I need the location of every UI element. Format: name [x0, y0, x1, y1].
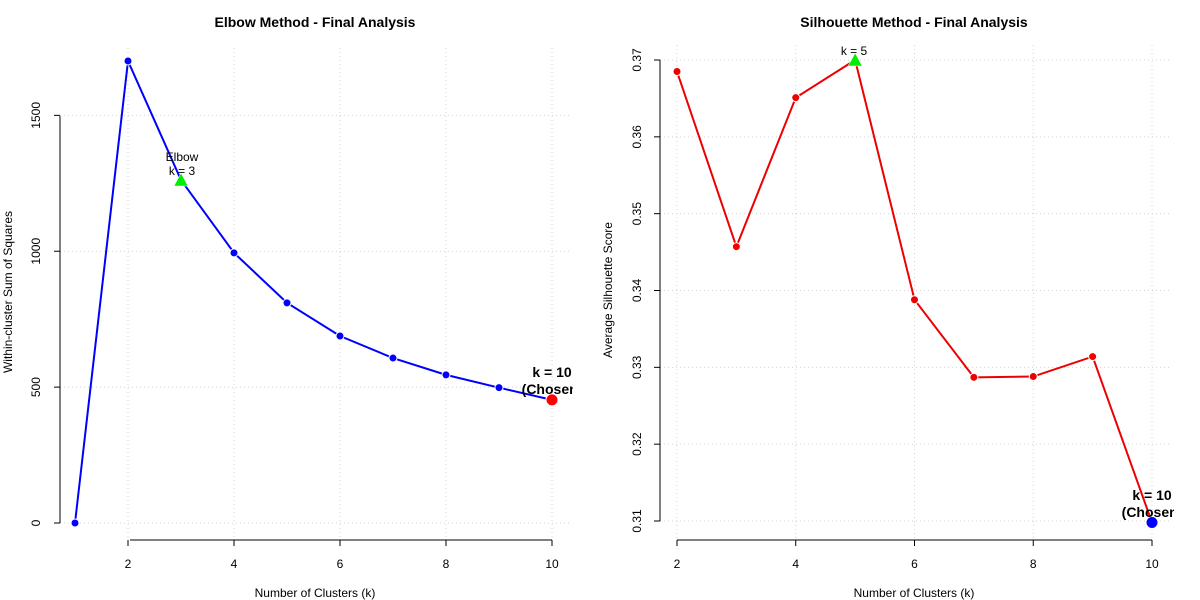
- silhouette-x-label: Number of Clusters (k): [854, 586, 975, 600]
- x-tick-label: 2: [125, 557, 132, 571]
- data-point: [792, 94, 800, 102]
- data-point: [230, 249, 238, 257]
- x-tick-label: 8: [443, 557, 450, 571]
- data-point: [911, 296, 919, 304]
- data-point: [124, 57, 132, 65]
- elbow-x-label: Number of Clusters (k): [255, 586, 376, 600]
- x-tick-label: 6: [337, 557, 344, 571]
- y-tick-label: 1500: [29, 102, 43, 129]
- data-point: [732, 243, 740, 251]
- silhouette-y-ticks: 0.31 0.32 0.33 0.34 0.35 0.36 0.37: [630, 48, 660, 533]
- elbow-chosen-line1: k = 10: [532, 364, 572, 380]
- y-tick-label: 0.34: [630, 278, 644, 302]
- x-tick-label: 4: [231, 557, 238, 571]
- x-tick-label: 10: [1145, 557, 1159, 571]
- elbow-title: Elbow Method - Final Analysis: [215, 14, 416, 30]
- elbow-label-line2: k = 3: [169, 164, 196, 178]
- elbow-label-line1: Elbow: [166, 150, 199, 164]
- y-tick-label: 0: [29, 519, 43, 526]
- y-tick-label: 500: [29, 377, 43, 397]
- series-line: [75, 61, 552, 523]
- x-tick-label: 8: [1030, 557, 1037, 571]
- data-point: [970, 373, 978, 381]
- y-tick-label: 0.36: [630, 125, 644, 149]
- data-point: [71, 519, 79, 527]
- data-point: [442, 371, 450, 379]
- silhouette-chosen-line2: (Chosen): [1122, 504, 1183, 520]
- elbow-y-label: Within-cluster Sum of Squares: [1, 211, 15, 373]
- elbow-grid: [60, 48, 572, 540]
- elbow-x-ticks: 2 4 6 8 10: [125, 540, 559, 571]
- elbow-annotations: Elbow k = 3 k = 10 (Chosen): [166, 150, 583, 397]
- data-point: [389, 354, 397, 362]
- data-point: [336, 332, 344, 340]
- data-point: [495, 384, 503, 392]
- x-tick-label: 10: [545, 557, 559, 571]
- silhouette-x-ticks: 2 4 6 8 10: [674, 540, 1159, 571]
- x-tick-label: 4: [792, 557, 799, 571]
- elbow-series: [71, 57, 558, 527]
- elbow-chosen-line2: (Chosen): [522, 381, 583, 397]
- silhouette-panel: Silhouette Method - Final Analysis 2 4 6 8 1…: [601, 14, 1182, 600]
- y-tick-label: 0.32: [630, 432, 644, 456]
- elbow-y-ticks: 0 500 1000 1500: [29, 102, 60, 527]
- y-tick-label: 0.37: [630, 48, 644, 72]
- data-point: [673, 68, 681, 76]
- silhouette-chosen-line1: k = 10: [1132, 487, 1172, 503]
- silhouette-label-line1: k = 5: [841, 44, 868, 58]
- y-tick-label: 1000: [29, 238, 43, 265]
- data-point: [1029, 373, 1037, 381]
- x-tick-label: 2: [674, 557, 681, 571]
- data-point: [1089, 353, 1097, 361]
- silhouette-y-label: Average Silhouette Score: [601, 222, 615, 358]
- silhouette-grid: [660, 45, 1172, 540]
- elbow-panel: Elbow Method - Final Analysis 2 4 6 8 10 0 50…: [1, 14, 582, 600]
- x-tick-label: 6: [911, 557, 918, 571]
- y-tick-label: 0.35: [630, 202, 644, 226]
- y-tick-label: 0.33: [630, 355, 644, 379]
- y-tick-label: 0.31: [630, 509, 644, 533]
- silhouette-series: [673, 53, 1158, 529]
- data-point: [283, 299, 291, 307]
- silhouette-title: Silhouette Method - Final Analysis: [800, 14, 1028, 30]
- silhouette-annotations: k = 5 k = 10 (Chosen): [841, 44, 1183, 520]
